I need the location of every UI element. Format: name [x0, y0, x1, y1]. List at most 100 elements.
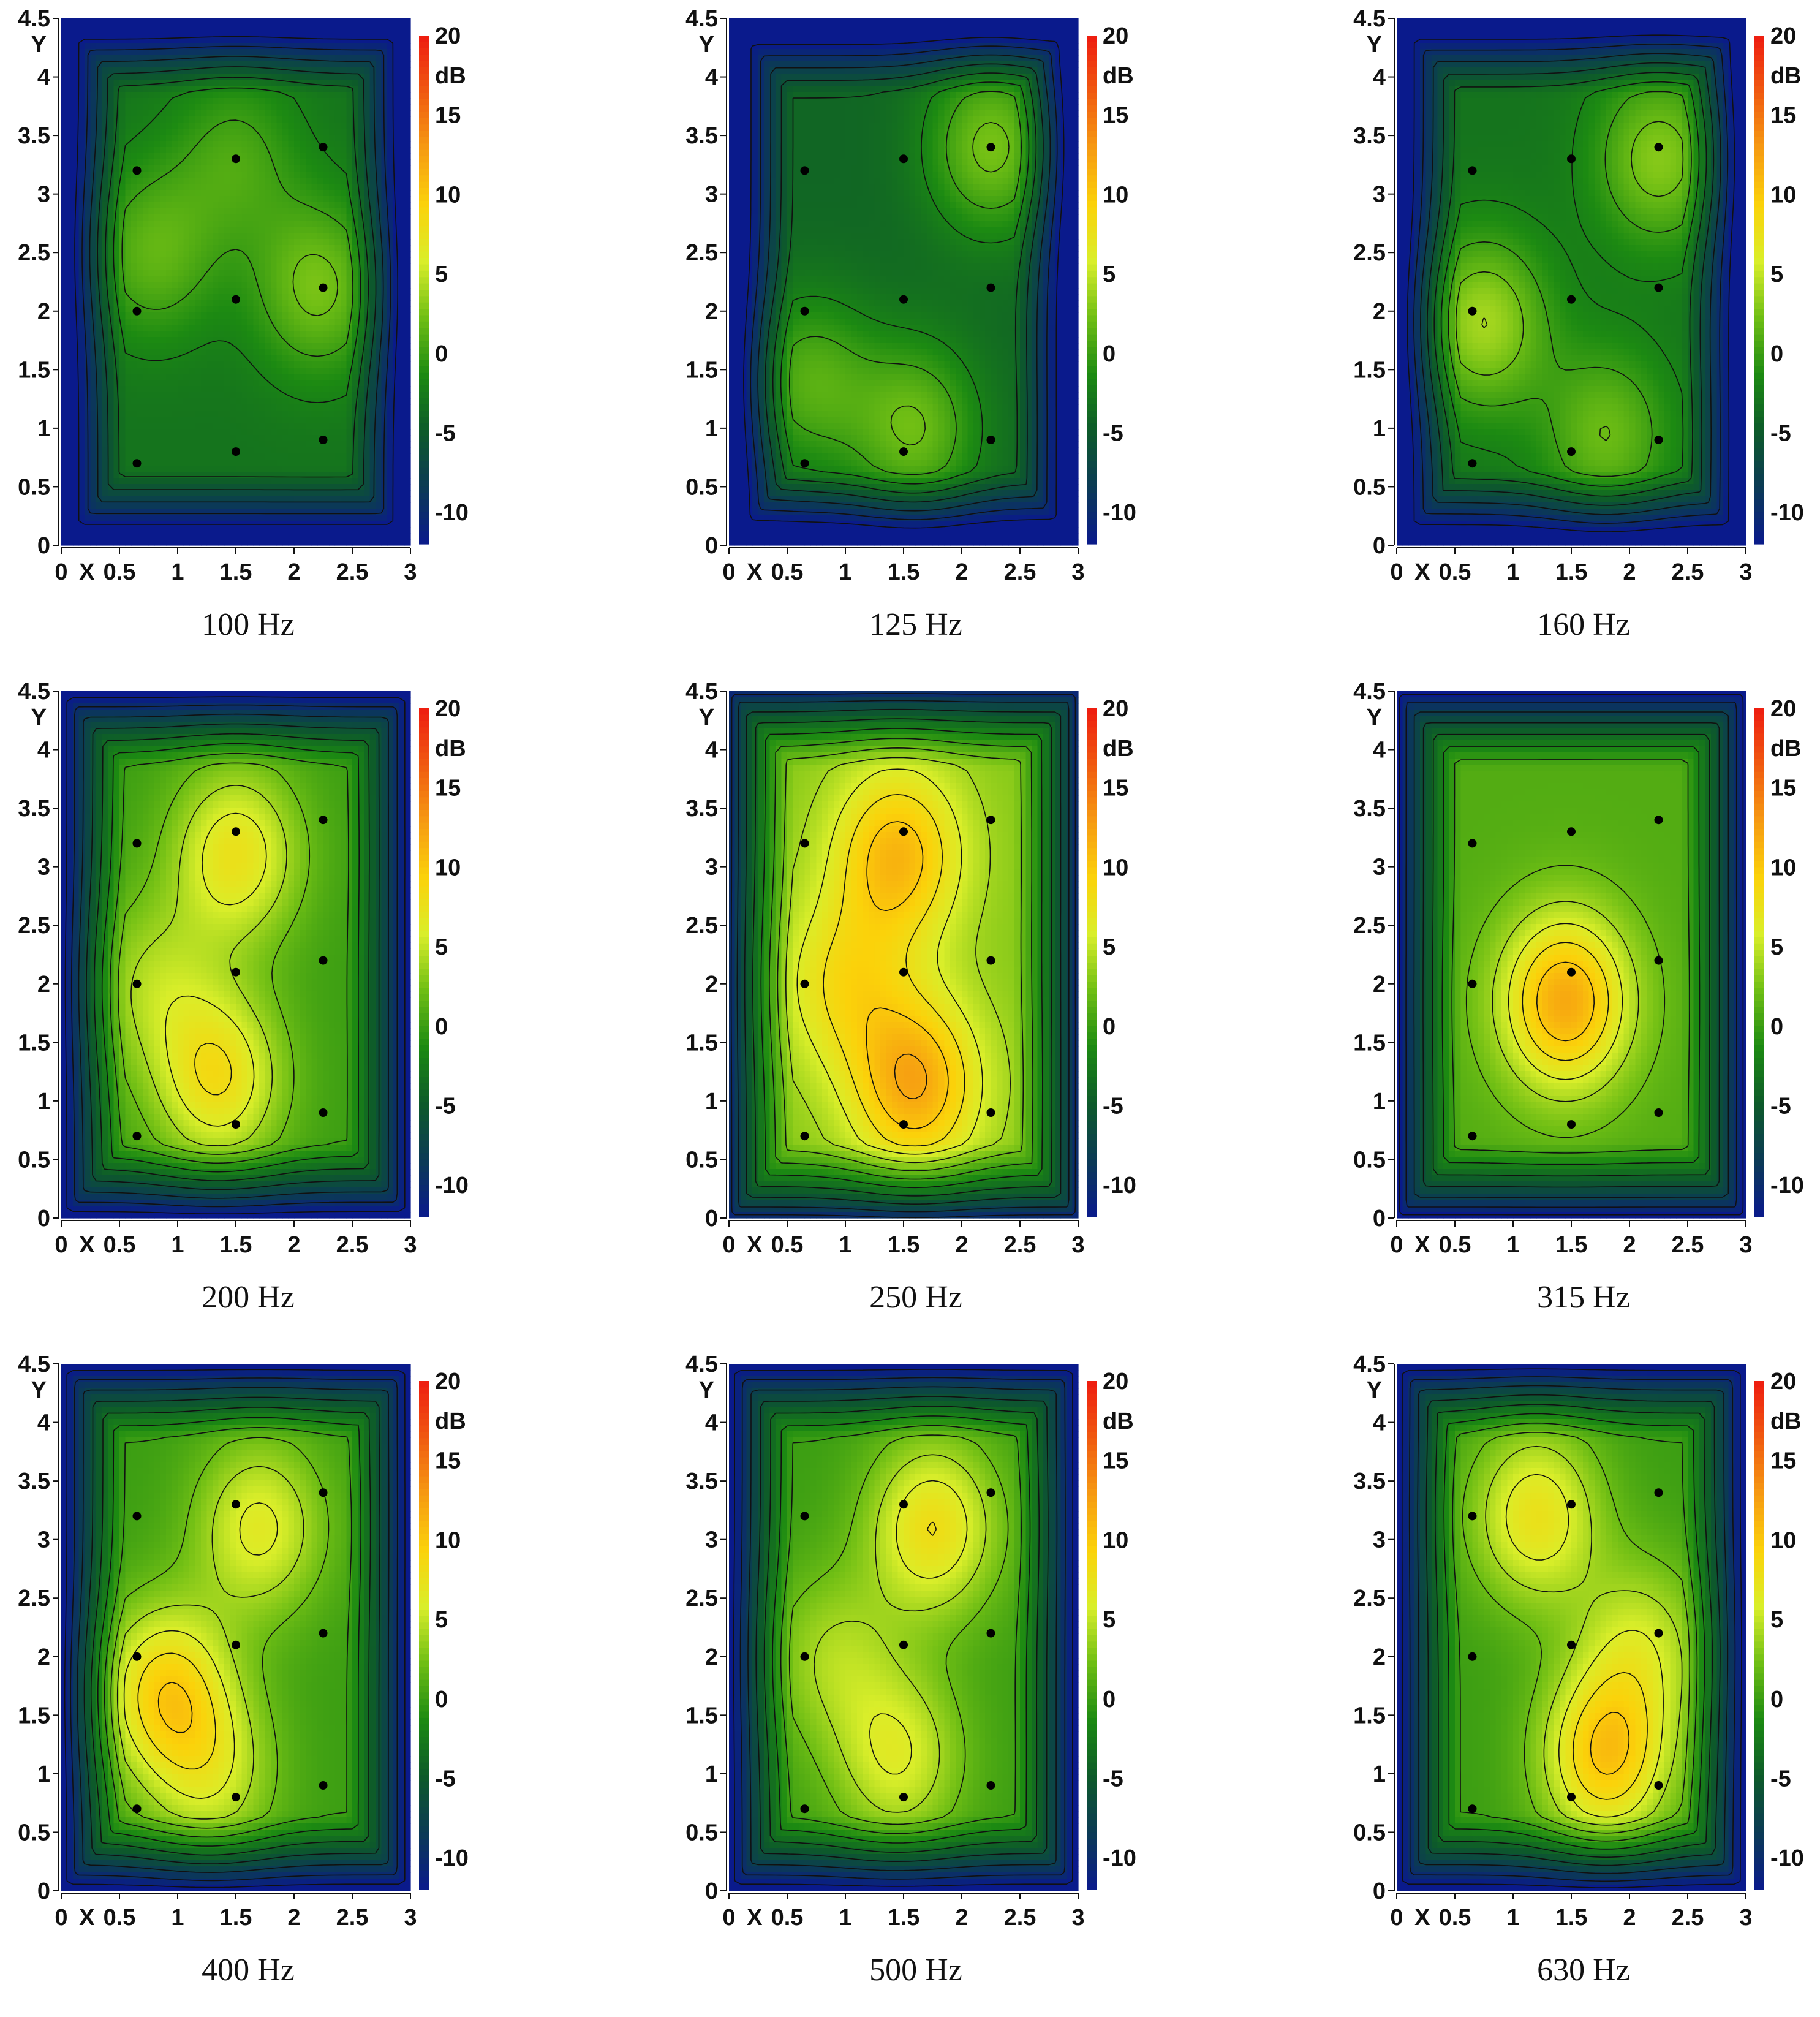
- heatmap-cell: [125, 478, 132, 485]
- heatmap-cell: [154, 374, 161, 380]
- heatmap-cell: [183, 18, 190, 25]
- heatmap-cell: [160, 435, 167, 442]
- heatmap-cell: [271, 343, 278, 350]
- heatmap-cell: [61, 447, 68, 454]
- heatmap-cell: [323, 123, 330, 129]
- heatmap-cell: [329, 135, 336, 142]
- heatmap-cell: [131, 227, 138, 233]
- heatmap-cell: [241, 214, 248, 221]
- heatmap-cell: [213, 417, 219, 423]
- heatmap-cell: [230, 460, 236, 466]
- heatmap-cell: [334, 74, 341, 80]
- heatmap-cell: [189, 398, 196, 405]
- heatmap-cell: [206, 31, 213, 37]
- heatmap-cell: [218, 153, 225, 160]
- heatmap-cell: [393, 116, 399, 123]
- heatmap-cell: [399, 190, 406, 197]
- heatmap-cell: [329, 392, 336, 399]
- heatmap-cell: [85, 294, 91, 301]
- heatmap-cell: [399, 502, 406, 509]
- heatmap-cell: [334, 386, 341, 393]
- heatmap-cell: [387, 484, 394, 491]
- heatmap-cell: [369, 288, 376, 295]
- heatmap-cell: [195, 49, 202, 56]
- heatmap-cell: [306, 214, 312, 221]
- heatmap-cell: [300, 404, 306, 411]
- heatmap-cell: [311, 411, 318, 417]
- heatmap-cell: [119, 202, 126, 209]
- heatmap-cell: [306, 31, 312, 37]
- heatmap-cell: [108, 368, 115, 374]
- heatmap-cell: [358, 123, 364, 129]
- heatmap-cell: [73, 361, 80, 368]
- heatmap-cell: [218, 110, 225, 117]
- heatmap-cell: [329, 282, 336, 289]
- heatmap-cell: [108, 221, 115, 227]
- heatmap-cell: [265, 55, 271, 62]
- heatmap-cell: [108, 490, 115, 497]
- heatmap-cell: [73, 478, 80, 485]
- heatmap-cell: [183, 294, 190, 301]
- heatmap-cell: [288, 55, 295, 62]
- heatmap-cell: [137, 257, 143, 264]
- heatmap-cell: [102, 496, 108, 503]
- heatmap-cell: [341, 380, 347, 387]
- heatmap-cell: [78, 460, 85, 466]
- heatmap-cell: [73, 110, 80, 117]
- heatmap-cell: [183, 190, 190, 197]
- heatmap-cell: [113, 214, 120, 221]
- heatmap-cell: [404, 380, 411, 387]
- heatmap-cell: [119, 527, 126, 534]
- heatmap-cell: [300, 349, 306, 356]
- heatmap-cell: [73, 86, 80, 93]
- heatmap-cell: [346, 25, 353, 31]
- heatmap-cell: [323, 141, 330, 148]
- heatmap-cell: [346, 411, 353, 417]
- heatmap-cell: [376, 300, 382, 307]
- heatmap-cell: [387, 521, 394, 528]
- heatmap-cell: [160, 294, 167, 301]
- heatmap-cell: [271, 484, 278, 491]
- heatmap-cell: [311, 312, 318, 319]
- heatmap-cell: [364, 472, 371, 479]
- heatmap-cell: [247, 227, 254, 233]
- heatmap-cell: [154, 386, 161, 393]
- heatmap-cell: [306, 337, 312, 344]
- heatmap-cell: [311, 31, 318, 37]
- heatmap-cell: [189, 251, 196, 258]
- heatmap-cell: [183, 270, 190, 276]
- heatmap-cell: [300, 25, 306, 31]
- heatmap-cell: [236, 319, 243, 325]
- heatmap-cell: [61, 92, 68, 99]
- heatmap-cell: [78, 25, 85, 31]
- heatmap-cell: [346, 104, 353, 111]
- heatmap-cell: [189, 349, 196, 356]
- heatmap-cell: [241, 67, 248, 74]
- heatmap-cell: [399, 49, 406, 56]
- heatmap-cell: [73, 496, 80, 503]
- heatmap-cell: [271, 184, 278, 191]
- heatmap-cell: [154, 43, 161, 50]
- heatmap-cell: [201, 294, 208, 301]
- heatmap-cell: [282, 404, 289, 411]
- heatmap-cell: [253, 37, 260, 44]
- heatmap-cell: [113, 257, 120, 264]
- heatmap-cell: [259, 18, 266, 25]
- heatmap-cell: [113, 423, 120, 430]
- heatmap-cell: [201, 208, 208, 215]
- heatmap-cell: [404, 361, 411, 368]
- heatmap-cell: [294, 172, 301, 178]
- heatmap-cell: [67, 214, 74, 221]
- heatmap-cell: [265, 460, 271, 466]
- heatmap-cell: [317, 18, 324, 25]
- heatmap-cell: [195, 337, 202, 344]
- heatmap-cell: [352, 337, 359, 344]
- heatmap-cell: [166, 441, 173, 448]
- heatmap-cell: [73, 159, 80, 166]
- heatmap-cell: [113, 515, 120, 521]
- heatmap-cell: [108, 435, 115, 442]
- heatmap-cell: [352, 172, 359, 178]
- heatmap-cell: [352, 490, 359, 497]
- heatmap-cell: [399, 515, 406, 521]
- heatmap-cell: [311, 361, 318, 368]
